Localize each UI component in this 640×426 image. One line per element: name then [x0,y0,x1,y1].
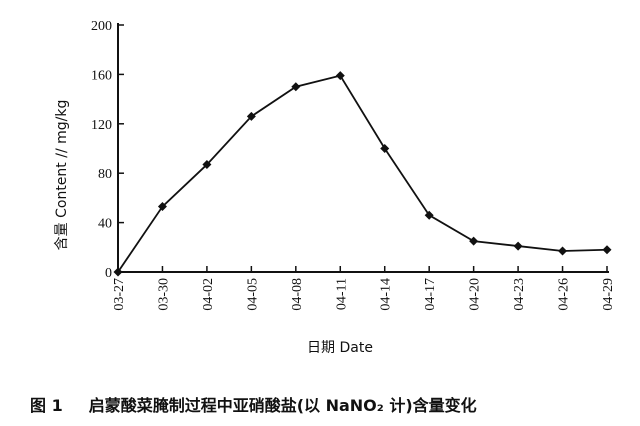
x-tick-label: 04-26 [557,278,572,311]
data-point [513,241,523,251]
figure-number: 图 1 [30,396,63,415]
data-point [424,210,434,220]
data-point [113,267,123,277]
x-tick-label: 04-23 [512,278,527,311]
x-tick-label: 04-14 [379,278,394,311]
data-point [469,236,479,246]
data-point [157,202,167,212]
y-tick-label: 160 [91,68,112,83]
data-point [291,82,301,92]
data-point [202,160,212,170]
data-point [380,144,390,153]
line-chart: 0 40 80 120 160 200 03-27 03-30 04-02 04-05 04-08 0… [54,19,616,356]
x-tick-label: 03-27 [112,278,127,311]
chart-axes [117,23,609,273]
x-tick-label: 04-02 [201,278,216,311]
chart-series [113,71,612,277]
y-tick-label: 40 [98,217,112,232]
x-tick-label: 03-30 [156,278,171,311]
figure-caption-text: 启蒙酸菜腌制过程中亚硝酸盐(以 NaNO₂ 计)含量变化 [88,396,477,415]
y-tick-label: 120 [91,118,112,133]
data-point [558,246,568,256]
figure-caption: 图 1 启蒙酸菜腌制过程中亚硝酸盐(以 NaNO₂ 计)含量变化 [30,392,630,416]
data-point [246,111,256,121]
x-tick-label: 04-29 [601,278,616,311]
chart-ticks: 0 40 80 120 160 200 03-27 03-30 04-02 04-05 04-08 0… [91,19,616,311]
y-tick-label: 200 [91,19,112,34]
data-point [335,71,345,81]
x-axis-label: 日期 Date [307,340,373,356]
y-tick-label: 80 [98,167,112,182]
data-point [602,245,612,255]
series-line [117,74,608,273]
x-tick-label: 04-11 [334,278,349,310]
x-tick-label: 04-17 [423,278,438,311]
x-tick-label: 04-05 [245,278,260,311]
x-tick-label: 04-20 [468,278,483,311]
y-axis-label: 含量 Content // mg/kg [54,100,70,251]
x-tick-label: 04-08 [290,278,305,311]
y-tick-label: 0 [105,266,112,281]
